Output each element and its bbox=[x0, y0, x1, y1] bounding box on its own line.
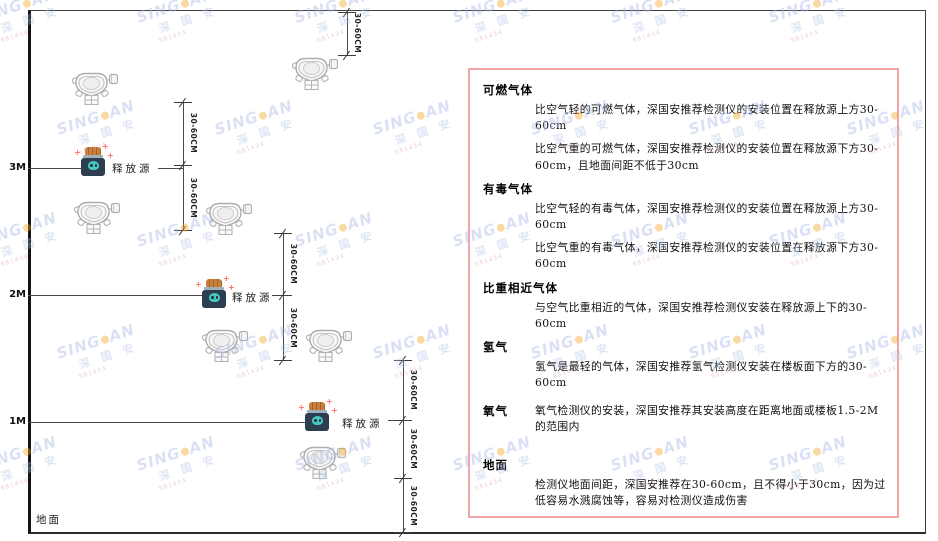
dimension-tick bbox=[394, 420, 412, 422]
section-paragraph: 比空气轻的可燃气体，深国安推荐检测仪的安装位置在释放源上方30-60cm bbox=[535, 103, 879, 133]
dimension-tick bbox=[174, 230, 192, 232]
height-line-2m bbox=[28, 295, 202, 297]
fume-sparkle: + bbox=[223, 274, 230, 283]
section-oxygen: 氧气 氧气检测仪的安装，深国安推荐其安装高度在距离地面或楼板1.5-2M的范围内 bbox=[483, 398, 884, 442]
dimension-label: 30-60CM bbox=[409, 428, 418, 470]
gas-detector-icon bbox=[72, 70, 118, 106]
dimension-tick bbox=[338, 12, 356, 14]
dimension-tick bbox=[274, 295, 292, 297]
release-source-cap bbox=[206, 279, 222, 287]
gas-detector-icon bbox=[202, 327, 248, 363]
fume-sparkle: + bbox=[74, 148, 81, 157]
release-source-label: 释放源 bbox=[342, 418, 383, 430]
fume-sparkle: + bbox=[228, 283, 235, 292]
release-source-neck bbox=[83, 155, 103, 158]
height-label-3m: 3M bbox=[9, 162, 26, 173]
dimension-label: 30-60CM bbox=[409, 485, 418, 527]
skull-face-icon bbox=[209, 293, 220, 302]
watermark-dot-icon bbox=[22, 0, 33, 9]
gas-detector-icon bbox=[300, 444, 346, 480]
gas-detector-icon bbox=[206, 200, 252, 236]
gas-detector-icon bbox=[74, 199, 120, 235]
watermark-dot-icon bbox=[654, 0, 665, 9]
section-heading-flammable: 可燃气体 bbox=[483, 83, 533, 97]
dimension-line-ceiling bbox=[347, 10, 349, 55]
height-line-3m bbox=[28, 168, 82, 170]
instruction-panel: 可燃气体 比空气轻的可燃气体，深国安推荐检测仪的安装位置在释放源上方30-60c… bbox=[468, 68, 899, 518]
release-source-cap bbox=[309, 402, 325, 410]
section-heading-toxic: 有毒气体 bbox=[483, 181, 533, 196]
release-source-label: 释放源 bbox=[232, 292, 273, 304]
dimension-label: 30-60CM bbox=[353, 12, 362, 54]
watermark-dot-icon bbox=[338, 0, 349, 9]
section-heading-similar-density: 比重相近气体 bbox=[483, 280, 558, 295]
release-source-icon: + + + bbox=[298, 398, 338, 432]
section-paragraph: 与空气比重相近的气体，深国安推荐检测仪安装在释放源上下的30-60cm bbox=[535, 300, 868, 330]
release-source-icon: + + + bbox=[74, 143, 114, 177]
fume-sparkle: + bbox=[331, 406, 338, 415]
dimension-label: 30-60CM bbox=[189, 112, 198, 154]
dimension-line-1m bbox=[403, 360, 405, 534]
release-source-neck bbox=[307, 410, 327, 413]
dimension-tick bbox=[174, 165, 192, 167]
section-ground: 地面 检测仪地面间距，深国安推荐在30-60cm，且不得小于30cm，因为过低容… bbox=[483, 457, 886, 509]
dimension-tick bbox=[394, 478, 412, 480]
height-label-1m: 1M bbox=[9, 416, 26, 427]
height-line-1m bbox=[28, 422, 305, 424]
section-paragraph: 比空气轻的有毒气体，深国安推荐检测仪的安装位置在释放源上方30-60cm bbox=[535, 201, 879, 231]
release-source-cap bbox=[85, 147, 101, 155]
fume-sparkle: + bbox=[326, 397, 333, 406]
dimension-tick bbox=[174, 102, 192, 104]
height-label-2m: 2M bbox=[9, 289, 26, 300]
fume-sparkle: + bbox=[107, 151, 114, 160]
dimension-tick bbox=[274, 233, 292, 235]
dimension-label: 30-60CM bbox=[409, 369, 418, 411]
dimension-tick bbox=[394, 532, 412, 534]
fume-sparkle: + bbox=[102, 142, 109, 151]
section-paragraph: 氧气检测仪的安装，深国安推荐其安装高度在距离地面或楼板1.5-2M的范围内 bbox=[535, 404, 879, 434]
dimension-line-2m bbox=[283, 233, 285, 360]
gas-detector-icon bbox=[306, 327, 352, 363]
fume-sparkle: + bbox=[298, 403, 305, 412]
section-paragraph: 检测仪地面间距，深国安推荐在30-60cm，且不得小于30cm，因为过低容易水溅… bbox=[535, 477, 886, 507]
watermark-dot-icon bbox=[180, 0, 191, 9]
release-source-body bbox=[81, 158, 105, 176]
dimension-tick bbox=[338, 55, 356, 57]
release-source-neck bbox=[204, 287, 224, 290]
section-heading-ground: 地面 bbox=[483, 457, 508, 472]
dimension-tick bbox=[394, 360, 412, 362]
dimension-label: 30-60CM bbox=[189, 177, 198, 219]
skull-face-icon bbox=[312, 416, 323, 425]
section-heading-hydrogen: 氢气 bbox=[483, 339, 508, 354]
release-source-body bbox=[202, 290, 226, 308]
dimension-tick bbox=[274, 360, 292, 362]
connector-3m-bracket bbox=[158, 168, 183, 170]
section-paragraph: 比空气重的有毒气体，深国安推荐检测仪的安装位置在释放源下方30-60cm bbox=[535, 241, 879, 271]
ground-label: 地面 bbox=[36, 514, 61, 526]
dimension-label: 30-60CM bbox=[289, 307, 298, 349]
section-heading-oxygen: 氧气 bbox=[483, 404, 508, 419]
dimension-line-3m bbox=[183, 102, 185, 231]
dimension-label: 30-60CM bbox=[289, 243, 298, 285]
watermark-dot-icon bbox=[496, 0, 507, 9]
gas-detector-icon bbox=[292, 55, 338, 91]
release-source-label: 释放源 bbox=[112, 163, 153, 175]
section-paragraph: 比空气重的可燃气体，深国安推荐检测仪的安装位置在释放源下方30-60cm，且地面… bbox=[535, 142, 879, 172]
fume-sparkle: + bbox=[195, 280, 202, 289]
section-paragraph: 氢气是最轻的气体，深国安推荐氢气检测仪安装在楼板面下方的30-60cm bbox=[535, 359, 868, 390]
skull-face-icon bbox=[88, 161, 99, 170]
release-source-icon: + + + bbox=[195, 275, 235, 309]
watermark-dot-icon bbox=[812, 0, 823, 9]
room-outline bbox=[28, 10, 926, 534]
release-source-body bbox=[305, 413, 329, 431]
